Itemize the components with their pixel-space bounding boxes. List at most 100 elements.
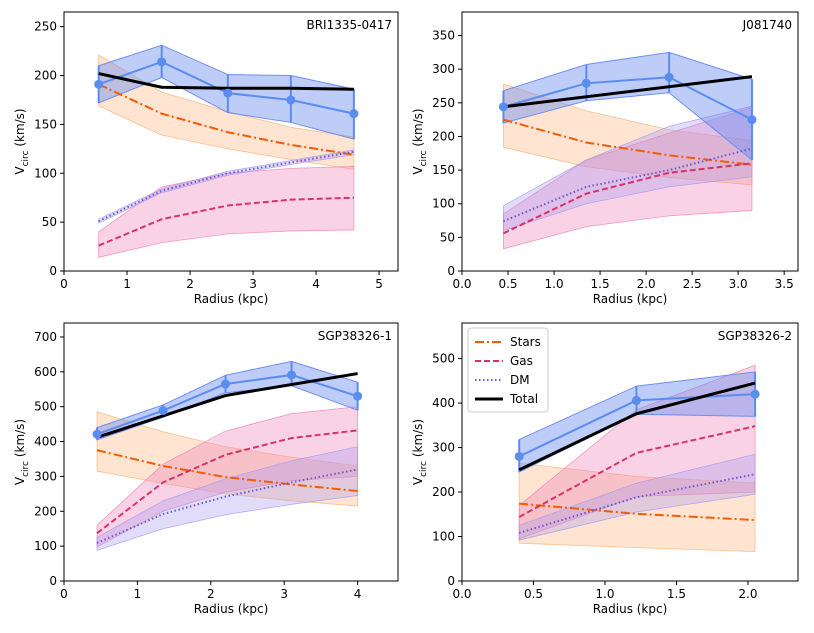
- y-tick-label: 600: [34, 365, 57, 379]
- y-tick-label: 200: [432, 129, 455, 143]
- observed-line: [503, 76, 753, 121]
- plot-area: [97, 44, 355, 258]
- panel-title: J081740: [742, 18, 792, 32]
- y-tick-label: 200: [34, 504, 57, 518]
- panel-title: BRI1335-0417: [306, 18, 392, 32]
- x-tick-label: 0.0: [452, 277, 471, 291]
- observed-point: [92, 429, 102, 439]
- y-tick-label: 300: [34, 469, 57, 483]
- legend-label-stars: Stars: [510, 335, 541, 349]
- observed-point: [498, 102, 508, 112]
- x-tick-label: 1.0: [545, 277, 564, 291]
- panel-4: 0.0 0.5 1.0 1.5 2.0 0 100 200 300 400 500 Radius (k…: [411, 322, 799, 616]
- total-line: [518, 381, 756, 472]
- y-tick-label: 300: [432, 441, 455, 455]
- x-axis-label: Radius (kpc): [194, 292, 269, 306]
- legend-box: [467, 327, 549, 413]
- x-tick-label: 3.0: [729, 277, 748, 291]
- x-tick-label: 0: [60, 587, 68, 601]
- plot-area: [518, 364, 757, 553]
- x-tick-label: 1: [123, 277, 131, 291]
- dm-band: [518, 453, 756, 541]
- y-axis-label: Vcirc (km/s): [411, 108, 429, 174]
- x-tick-label: 1: [134, 587, 142, 601]
- y-axis-label: Vcirc (km/s): [13, 419, 31, 485]
- y-tick-label: 0: [447, 574, 455, 588]
- observed-point: [157, 57, 167, 67]
- observed-point: [664, 72, 674, 82]
- x-tick-label: 4: [312, 277, 320, 291]
- legend: Stars Gas DM Total: [467, 327, 549, 413]
- dm-line: [503, 147, 753, 223]
- x-tick-label: 2: [207, 587, 215, 601]
- dm-band: [503, 105, 753, 232]
- y-axis-label: Vcirc (km/s): [13, 108, 31, 174]
- observed-point: [747, 115, 757, 125]
- x-tick-label: 0.5: [524, 587, 543, 601]
- panel-title: SGP38326-2: [718, 329, 792, 343]
- total-line: [96, 372, 358, 439]
- x-tick-label: 0: [60, 277, 68, 291]
- x-tick-label: 3: [280, 587, 288, 601]
- plot-area: [502, 51, 753, 250]
- total-line: [98, 72, 354, 91]
- observed-point: [220, 379, 230, 389]
- observed-point: [750, 389, 760, 399]
- y-tick-label: 700: [34, 330, 57, 344]
- total-line: [503, 75, 753, 109]
- axes-frame: [461, 11, 799, 272]
- panel-2: 0.0 0.5 1.0 1.5 2.0 2.5 3.0 3.5 0 50 100 150 200 250 3…: [411, 11, 799, 306]
- observed-point: [353, 391, 363, 401]
- panel-title: SGP38326-1: [318, 329, 392, 343]
- x-tick-label: 1.0: [595, 587, 614, 601]
- observed-point: [581, 78, 591, 88]
- y-tick-label: 0: [49, 264, 57, 278]
- x-tick-label: 3: [249, 277, 257, 291]
- observed-point: [286, 95, 296, 105]
- x-tick-label: 1.5: [591, 277, 610, 291]
- observed-point: [287, 370, 297, 380]
- y-tick-label: 100: [34, 166, 57, 180]
- y-tick-label: 300: [432, 62, 455, 76]
- x-tick-label: 4: [354, 587, 362, 601]
- stars-line: [519, 502, 756, 522]
- dm-line: [518, 473, 756, 534]
- y-tick-label: 250: [34, 20, 57, 34]
- y-tick-label: 150: [432, 163, 455, 177]
- axes-frame: [63, 322, 399, 582]
- x-tick-label: 2.5: [683, 277, 702, 291]
- x-axis-label: Radius (kpc): [194, 602, 269, 616]
- y-tick-label: 350: [432, 29, 455, 43]
- gas-line: [96, 429, 358, 535]
- y-tick-label: 50: [440, 230, 455, 244]
- y-tick-label: 100: [432, 530, 455, 544]
- x-tick-label: 2.0: [637, 277, 656, 291]
- observed-point: [631, 395, 641, 405]
- x-tick-label: 5: [375, 277, 383, 291]
- panel-3: 0 1 2 3 4 0 100 200 300 400 500 600 700 Radius (kpc) V…: [13, 322, 399, 616]
- x-axis-label: Radius (kpc): [593, 602, 668, 616]
- legend-label-total: Total: [509, 392, 538, 406]
- x-tick-label: 0.5: [498, 277, 517, 291]
- stars-line: [96, 449, 358, 493]
- legend-label-dm: DM: [510, 373, 530, 387]
- dm-line: [96, 468, 358, 544]
- axes-frame: [461, 322, 799, 582]
- observed-point: [514, 451, 524, 461]
- y-tick-label: 400: [34, 435, 57, 449]
- x-tick-label: 1.5: [667, 587, 686, 601]
- x-tick-label: 3.5: [775, 277, 794, 291]
- observed-point: [349, 109, 359, 119]
- stars-line: [98, 83, 355, 156]
- y-tick-label: 150: [34, 117, 57, 131]
- x-tick-label: 0.0: [452, 587, 471, 601]
- y-axis-label: Vcirc (km/s): [411, 419, 429, 485]
- y-tick-label: 50: [42, 215, 57, 229]
- y-tick-label: 0: [49, 574, 57, 588]
- y-tick-label: 200: [432, 485, 455, 499]
- x-tick-label: 2.0: [738, 587, 757, 601]
- dm-band: [96, 446, 359, 551]
- gas-band: [98, 166, 355, 258]
